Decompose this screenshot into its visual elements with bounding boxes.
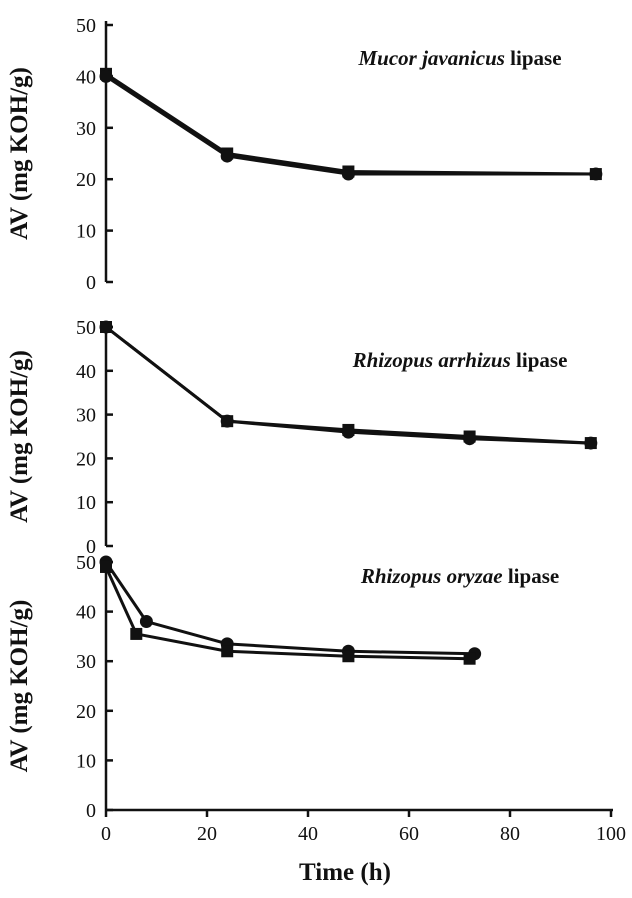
data-point-square <box>342 650 355 663</box>
y-tick-label: 30 <box>76 405 96 427</box>
data-point-circle <box>99 69 113 83</box>
y-tick-label: 30 <box>76 118 96 140</box>
data-point-circle <box>463 432 477 446</box>
y-tick-label: 40 <box>76 361 96 383</box>
y-axis-label: AV (mg KOH/g) <box>6 350 33 523</box>
y-tick-label: 30 <box>76 651 96 673</box>
y-tick-label: 20 <box>76 448 96 470</box>
series-line-2 <box>105 75 596 176</box>
data-point-square <box>221 645 234 658</box>
x-tick-label: 0 <box>101 823 111 845</box>
panel-2: 0 10 20 30 40 50 AV (mg KOH/g) Rhizopus arrhizu… <box>6 317 598 558</box>
data-point-circle <box>99 320 113 334</box>
y-tick-label: 0 <box>86 272 96 294</box>
y-tick-label: 10 <box>76 221 96 243</box>
data-point-circle <box>584 436 598 450</box>
x-axis-label: Time (h) <box>299 859 391 886</box>
data-point-circle <box>341 167 355 181</box>
panel-title: Rhizopus oryzae lipase <box>360 564 559 588</box>
panel-title: Mucor javanicus lipase <box>357 46 561 70</box>
data-point-circle <box>220 149 234 163</box>
panel-1: 0 10 20 30 40 50 AV (mg KOH/g) Mucor javanicus … <box>6 15 603 294</box>
y-tick-label: 50 <box>76 552 96 574</box>
y-tick-label: 10 <box>76 492 96 514</box>
data-point-square <box>130 627 143 640</box>
y-tick-label: 0 <box>86 536 96 558</box>
y-tick-label: 50 <box>76 15 96 37</box>
x-tick-label: 100 <box>596 823 626 845</box>
data-point-circle <box>589 167 603 181</box>
data-point-square <box>100 560 112 573</box>
y-tick-label: 0 <box>86 800 96 822</box>
panel-title: Rhizopus arrhizus lipase <box>352 348 568 372</box>
y-tick-label: 20 <box>76 169 96 191</box>
x-tick-label: 80 <box>500 823 520 845</box>
x-tick-label: 60 <box>399 823 419 845</box>
y-tick-label: 10 <box>76 750 96 772</box>
data-point-circle <box>220 414 234 428</box>
y-tick-label: 40 <box>76 602 96 624</box>
data-point-square <box>463 652 476 665</box>
data-point-circle <box>139 615 153 629</box>
panel-3: 0 10 20 30 40 50 AV (mg KOH/g) Rhizopus oryzae … <box>6 552 626 886</box>
x-tick-label: 20 <box>197 823 217 845</box>
y-axis-label: AV (mg KOH/g) <box>6 67 33 240</box>
y-axis-label: AV (mg KOH/g) <box>6 600 33 773</box>
y-tick-label: 20 <box>76 701 96 723</box>
x-tick-label: 40 <box>298 823 318 845</box>
data-point-circle <box>341 425 355 439</box>
y-tick-label: 40 <box>76 66 96 88</box>
y-tick-label: 50 <box>76 317 96 339</box>
